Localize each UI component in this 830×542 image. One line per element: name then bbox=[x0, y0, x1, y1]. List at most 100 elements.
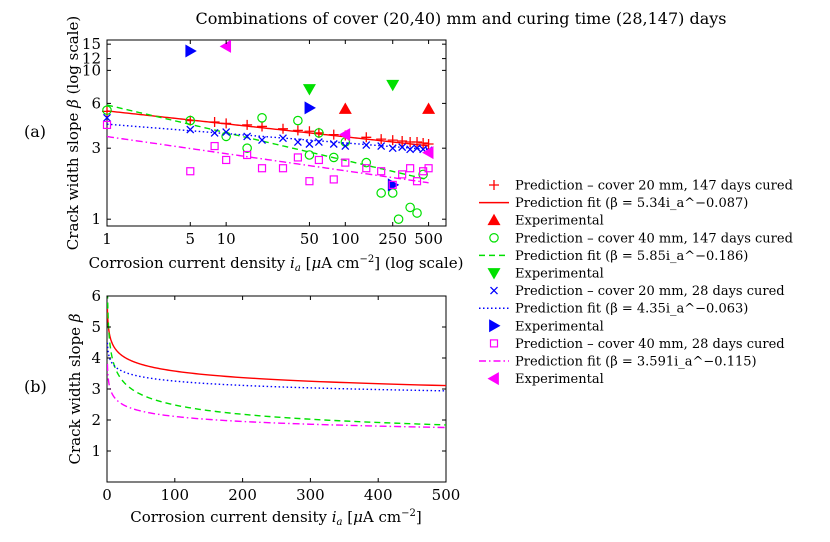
fit-line-green bbox=[107, 104, 429, 181]
data-point-circle-green bbox=[328, 152, 339, 163]
data-point-plus-red bbox=[185, 115, 196, 126]
data-point-square-magenta bbox=[424, 164, 433, 173]
legend-label: Prediction fit (β = 3.591i_a^−0.115) bbox=[515, 355, 757, 370]
data-point-tri-up-red bbox=[338, 102, 352, 114]
legend-marker-swatch bbox=[489, 339, 499, 348]
data-point-square-magenta bbox=[377, 167, 386, 176]
data-point-square-magenta bbox=[406, 164, 415, 173]
data-point-plus-red bbox=[418, 138, 429, 149]
legend-marker-swatch bbox=[489, 180, 499, 190]
data-point-plus-red bbox=[278, 123, 289, 134]
chart-b-ylabel: Crack width slope β bbox=[66, 313, 84, 464]
y-tick-label: 1 bbox=[91, 442, 101, 460]
chart-b-frame bbox=[106, 295, 447, 483]
legend-marker-swatch bbox=[489, 233, 499, 243]
data-point-square-magenta bbox=[102, 120, 112, 130]
legend-entry: Prediction fit (β = 5.85i_a^−0.186) bbox=[479, 249, 748, 264]
data-point-square-magenta bbox=[257, 164, 267, 173]
legend-marker-swatch bbox=[490, 286, 498, 295]
data-point-circle-green bbox=[405, 202, 415, 213]
legend-entry: Prediction – cover 20 mm, 28 days cured bbox=[490, 284, 785, 299]
data-point-plus-red bbox=[387, 135, 398, 146]
data-point-square-magenta bbox=[293, 153, 302, 162]
legend-label: Experimental bbox=[515, 319, 604, 334]
data-point-plus-red bbox=[257, 121, 268, 132]
data-point-circle-green bbox=[418, 169, 428, 180]
data-point-plus-red bbox=[397, 136, 408, 147]
data-point-square-magenta bbox=[412, 177, 422, 186]
fit-line-blue bbox=[107, 123, 429, 151]
y-tick-label: 15 bbox=[82, 35, 101, 53]
data-point-cross-blue bbox=[341, 142, 350, 151]
data-point-square-magenta bbox=[362, 164, 371, 173]
fit-line-magenta bbox=[107, 135, 429, 184]
chart-a-xlabel: Corrosion current density ia [μA cm−2] (… bbox=[89, 254, 464, 274]
chart-b-xlabel: Corrosion current density ia [μA cm−2] bbox=[130, 508, 421, 528]
legend-label: Prediction fit (β = 5.34i_a^−0.087) bbox=[515, 196, 748, 211]
data-point-cross-blue bbox=[279, 134, 287, 143]
y-tick-label: 4 bbox=[91, 349, 101, 367]
data-point-plus-red bbox=[313, 127, 324, 138]
data-point-plus-red bbox=[423, 139, 434, 150]
data-point-tri-left-magenta bbox=[338, 128, 351, 142]
data-point-cross-blue bbox=[329, 140, 338, 148]
legend-marker-swatch bbox=[489, 319, 501, 333]
data-point-square-magenta bbox=[341, 158, 350, 167]
x-tick-label: 300 bbox=[296, 486, 325, 504]
data-point-square-magenta bbox=[388, 180, 397, 189]
x-tick-label: 200 bbox=[228, 486, 257, 504]
data-point-plus-red bbox=[221, 118, 232, 129]
legend-entry: Prediction – cover 20 mm, 147 days cured bbox=[489, 179, 793, 194]
x-tick-label: 100 bbox=[160, 486, 189, 504]
data-point-cross-blue bbox=[186, 125, 195, 134]
y-tick-label: 10 bbox=[82, 61, 101, 79]
legend-label: Prediction – cover 20 mm, 28 days cured bbox=[515, 284, 785, 299]
x-tick-label: 500 bbox=[432, 486, 461, 504]
data-point-square-magenta bbox=[329, 175, 338, 184]
data-point-plus-red bbox=[242, 119, 253, 130]
legend-label: Prediction fit (β = 5.85i_a^−0.186) bbox=[515, 249, 748, 264]
legend-label: Prediction fit (β = 4.35i_a^−0.063) bbox=[515, 302, 748, 317]
data-point-square-magenta bbox=[222, 155, 231, 165]
legend-entry: Prediction fit (β = 3.591i_a^−0.115) bbox=[479, 355, 757, 370]
data-point-cross-blue bbox=[388, 144, 397, 153]
data-point-tri-up-red bbox=[422, 102, 436, 114]
data-point-cross-blue bbox=[305, 140, 314, 148]
data-point-square-magenta bbox=[186, 167, 195, 176]
legend-entry: Prediction – cover 40 mm, 28 days cured bbox=[489, 337, 785, 352]
legend-entry: Experimental bbox=[487, 267, 604, 282]
data-point-tri-down-green bbox=[302, 84, 316, 96]
data-point-plus-red bbox=[292, 125, 303, 136]
legend-marker-swatch bbox=[487, 372, 499, 386]
fit-line-red bbox=[107, 110, 429, 147]
chart-a-frame bbox=[106, 39, 447, 227]
data-point-cross-blue bbox=[413, 144, 422, 153]
y-tick-label: 3 bbox=[91, 139, 101, 157]
y-tick-label: 5 bbox=[91, 318, 101, 336]
legend-marker-swatch bbox=[487, 268, 501, 280]
data-point-cross-blue bbox=[222, 128, 231, 137]
data-point-square-magenta bbox=[305, 177, 314, 186]
data-point-square-magenta bbox=[314, 155, 323, 165]
data-point-square-magenta bbox=[278, 164, 288, 173]
legend-entry: Prediction – cover 40 mm, 147 days cured bbox=[489, 231, 793, 246]
data-point-square-magenta bbox=[210, 141, 219, 151]
data-point-tri-right-blue bbox=[185, 44, 197, 58]
x-tick-label: 500 bbox=[414, 230, 443, 248]
y-tick-label: 6 bbox=[91, 287, 101, 305]
data-point-plus-red bbox=[376, 134, 387, 145]
data-point-circle-green bbox=[257, 113, 267, 123]
data-point-circle-green bbox=[376, 188, 386, 198]
data-point-plus-red bbox=[412, 137, 423, 148]
legend-label: Experimental bbox=[515, 372, 604, 387]
data-point-cross-blue bbox=[377, 142, 386, 151]
data-point-plus-red bbox=[304, 126, 315, 137]
data-point-tri-down-green bbox=[386, 79, 400, 92]
y-tick-label: 1 bbox=[91, 210, 101, 228]
data-point-circle-green bbox=[314, 128, 324, 138]
legend-label: Experimental bbox=[515, 214, 604, 229]
data-point-circle-green bbox=[185, 115, 196, 126]
fit-line-magenta bbox=[107, 363, 446, 429]
